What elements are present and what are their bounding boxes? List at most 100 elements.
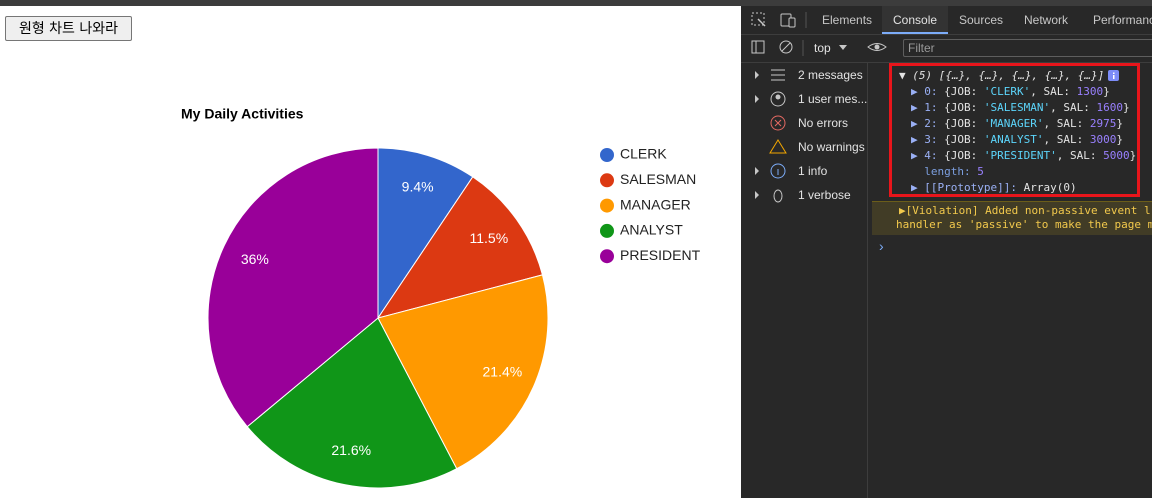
devtools-tab[interactable]: Network [1024,13,1069,27]
violation-text: handler as 'passive' to make the page m [896,218,1152,231]
highlight-box [889,63,1140,197]
bug-icon [773,189,783,203]
log-token: 5 [977,165,984,178]
chart-title: My Daily Activities [181,106,304,122]
inspect-arrow [757,18,766,27]
warning-icon [769,139,787,154]
log-token: ▶ 1: [911,101,945,114]
devtools-tab[interactable]: Performanc [1093,13,1152,27]
console-toolbar-icons [751,40,887,56]
window-strip [0,0,1152,6]
log-line: length: 5 [911,165,984,178]
log-line: ▶ [[Prototype]]: Array(0) [911,181,1077,194]
pie-slice [377,274,549,470]
log-token: 'ANALYST' [983,133,1044,146]
sidebar-item[interactable]: 1 user mes... [798,92,868,106]
sidebar-toggle[interactable] [751,40,765,54]
slice-label: 9.4% [402,179,434,195]
log-token: } [1116,117,1123,130]
pie-slice [207,147,379,428]
log-token: {JOB: [944,133,984,146]
eye-pupil [874,44,880,50]
violation-message [872,201,1152,235]
log-token: 5000 [1103,149,1130,162]
devtools-tab[interactable]: Console [882,6,949,34]
log-token: 3000 [1089,133,1117,146]
show-chart-button[interactable]: 원형 차트 나와라 [5,16,132,41]
log-token: 'MANAGER' [983,117,1044,130]
log-token: Array(0) [1023,181,1077,194]
log-token: , SAL: [1030,85,1077,98]
filter-input[interactable]: Filter [903,39,1152,57]
log-token: {JOB: [944,117,984,130]
sidebar-item[interactable]: No errors [798,116,849,130]
log-line: ▶ 2: {JOB: 'MANAGER', SAL: 2975} [911,117,1123,130]
sidebar-item[interactable]: 1 verbose [798,188,851,202]
legend-label: SALESMAN [620,171,696,187]
info-icon [770,163,786,179]
sidebar-icons [755,69,787,203]
devtools: Elements Console Sources Network Performanc … [741,6,1152,498]
pie-slice [377,147,474,320]
log-token: , SAL: [1050,101,1097,114]
legend-swatch [600,173,614,188]
toolbar-icons [751,12,807,28]
slice-label: 21.4% [483,364,523,380]
log-token: 'SALESMAN' [983,101,1051,114]
user-icon-head [775,94,781,100]
log-token: length: [911,165,978,178]
devtools-tabbar [741,6,1152,35]
error-icon-x [774,119,782,127]
eye-icon[interactable] [867,43,887,51]
log-line: ▶ 3: {JOB: 'ANALYST', SAL: 3000} [911,133,1123,146]
log-token: , SAL: [1043,117,1090,130]
violation-text: ▶[Violation] Added non-passive event l [899,204,1151,217]
slice-label: 21.6% [331,442,371,458]
expand-arrow [755,95,759,103]
devtools-tab[interactable]: Elements [822,13,873,27]
log-token: ▶ 0: [911,85,945,98]
log-token: {JOB: [944,149,984,162]
pie-slice [376,176,544,319]
log-token: {JOB: [944,101,984,114]
expand-arrow [755,167,759,175]
expand-arrow [755,71,759,79]
legend-swatch [600,198,614,213]
legend-label: PRESIDENT [620,247,701,263]
log-token: , SAL: [1056,149,1104,162]
device-icon-2 [788,17,796,28]
legend-label: MANAGER [620,196,691,212]
inspect-icon[interactable] [751,12,765,26]
log-token: {JOB: [944,85,984,98]
devtools-tab[interactable]: Sources [959,13,1004,27]
user-icon [770,91,786,107]
pie-chart: My Daily Activities 9.4% 11.5% 21.4% 21.6% 3… [181,106,701,489]
log-token: ▼ (5) [{…}, {…}, {…}, {…}, {…}] [899,69,1105,82]
clear-icon-slash [781,42,791,52]
log-token: ▶ 3: [911,133,945,146]
log-token: ▶ 4: [911,149,945,162]
clear-icon[interactable] [779,40,793,54]
console-prompt[interactable]: › [879,238,884,254]
log-token: ▶ [[Prototype]]: [911,181,1024,194]
legend-swatch [600,249,614,264]
error-icon [770,115,786,131]
log-token: } [1103,85,1110,98]
info-badge [1108,70,1119,81]
context-select[interactable]: top [814,41,831,55]
log-token: 'PRESIDENT' [983,149,1057,162]
log-token: 2975 [1089,117,1117,130]
console-toolbar [741,34,1152,63]
sidebar-item[interactable]: 2 messages [798,68,863,82]
log-token: , SAL: [1043,133,1090,146]
log-token: 'CLERK' [983,85,1031,98]
log-line: ▶ 4: {JOB: 'PRESIDENT', SAL: 5000} [911,149,1136,162]
log-token: ▶ 2: [911,117,945,130]
sidebar-item[interactable]: No warnings [798,140,865,154]
list-icon [771,69,785,81]
legend-label: CLERK [620,146,667,162]
sidebar-item[interactable]: 1 info [798,164,828,178]
log-token: 1300 [1076,85,1104,98]
